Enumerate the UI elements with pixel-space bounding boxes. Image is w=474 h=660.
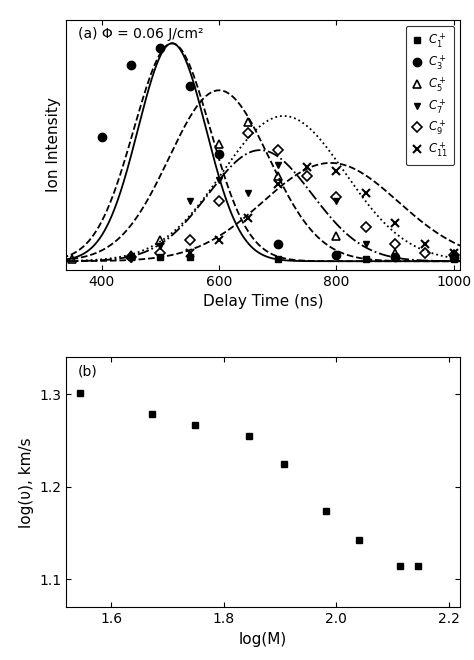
Y-axis label: log(υ), km/s: log(υ), km/s — [19, 437, 34, 527]
Text: (a) Φ = 0.06 J/cm²: (a) Φ = 0.06 J/cm² — [78, 27, 204, 42]
X-axis label: log(Μ): log(Μ) — [239, 632, 287, 647]
Y-axis label: Ion Intensity: Ion Intensity — [46, 97, 61, 192]
X-axis label: Delay Time (ns): Delay Time (ns) — [203, 294, 323, 309]
Text: (b): (b) — [78, 365, 98, 379]
Legend: $C_1^+$, $C_3^+$, $C_5^+$, $C_7^+$, $C_9^+$, $C_{11}^+$: $C_1^+$, $C_3^+$, $C_5^+$, $C_7^+$, $C_9… — [406, 26, 454, 165]
